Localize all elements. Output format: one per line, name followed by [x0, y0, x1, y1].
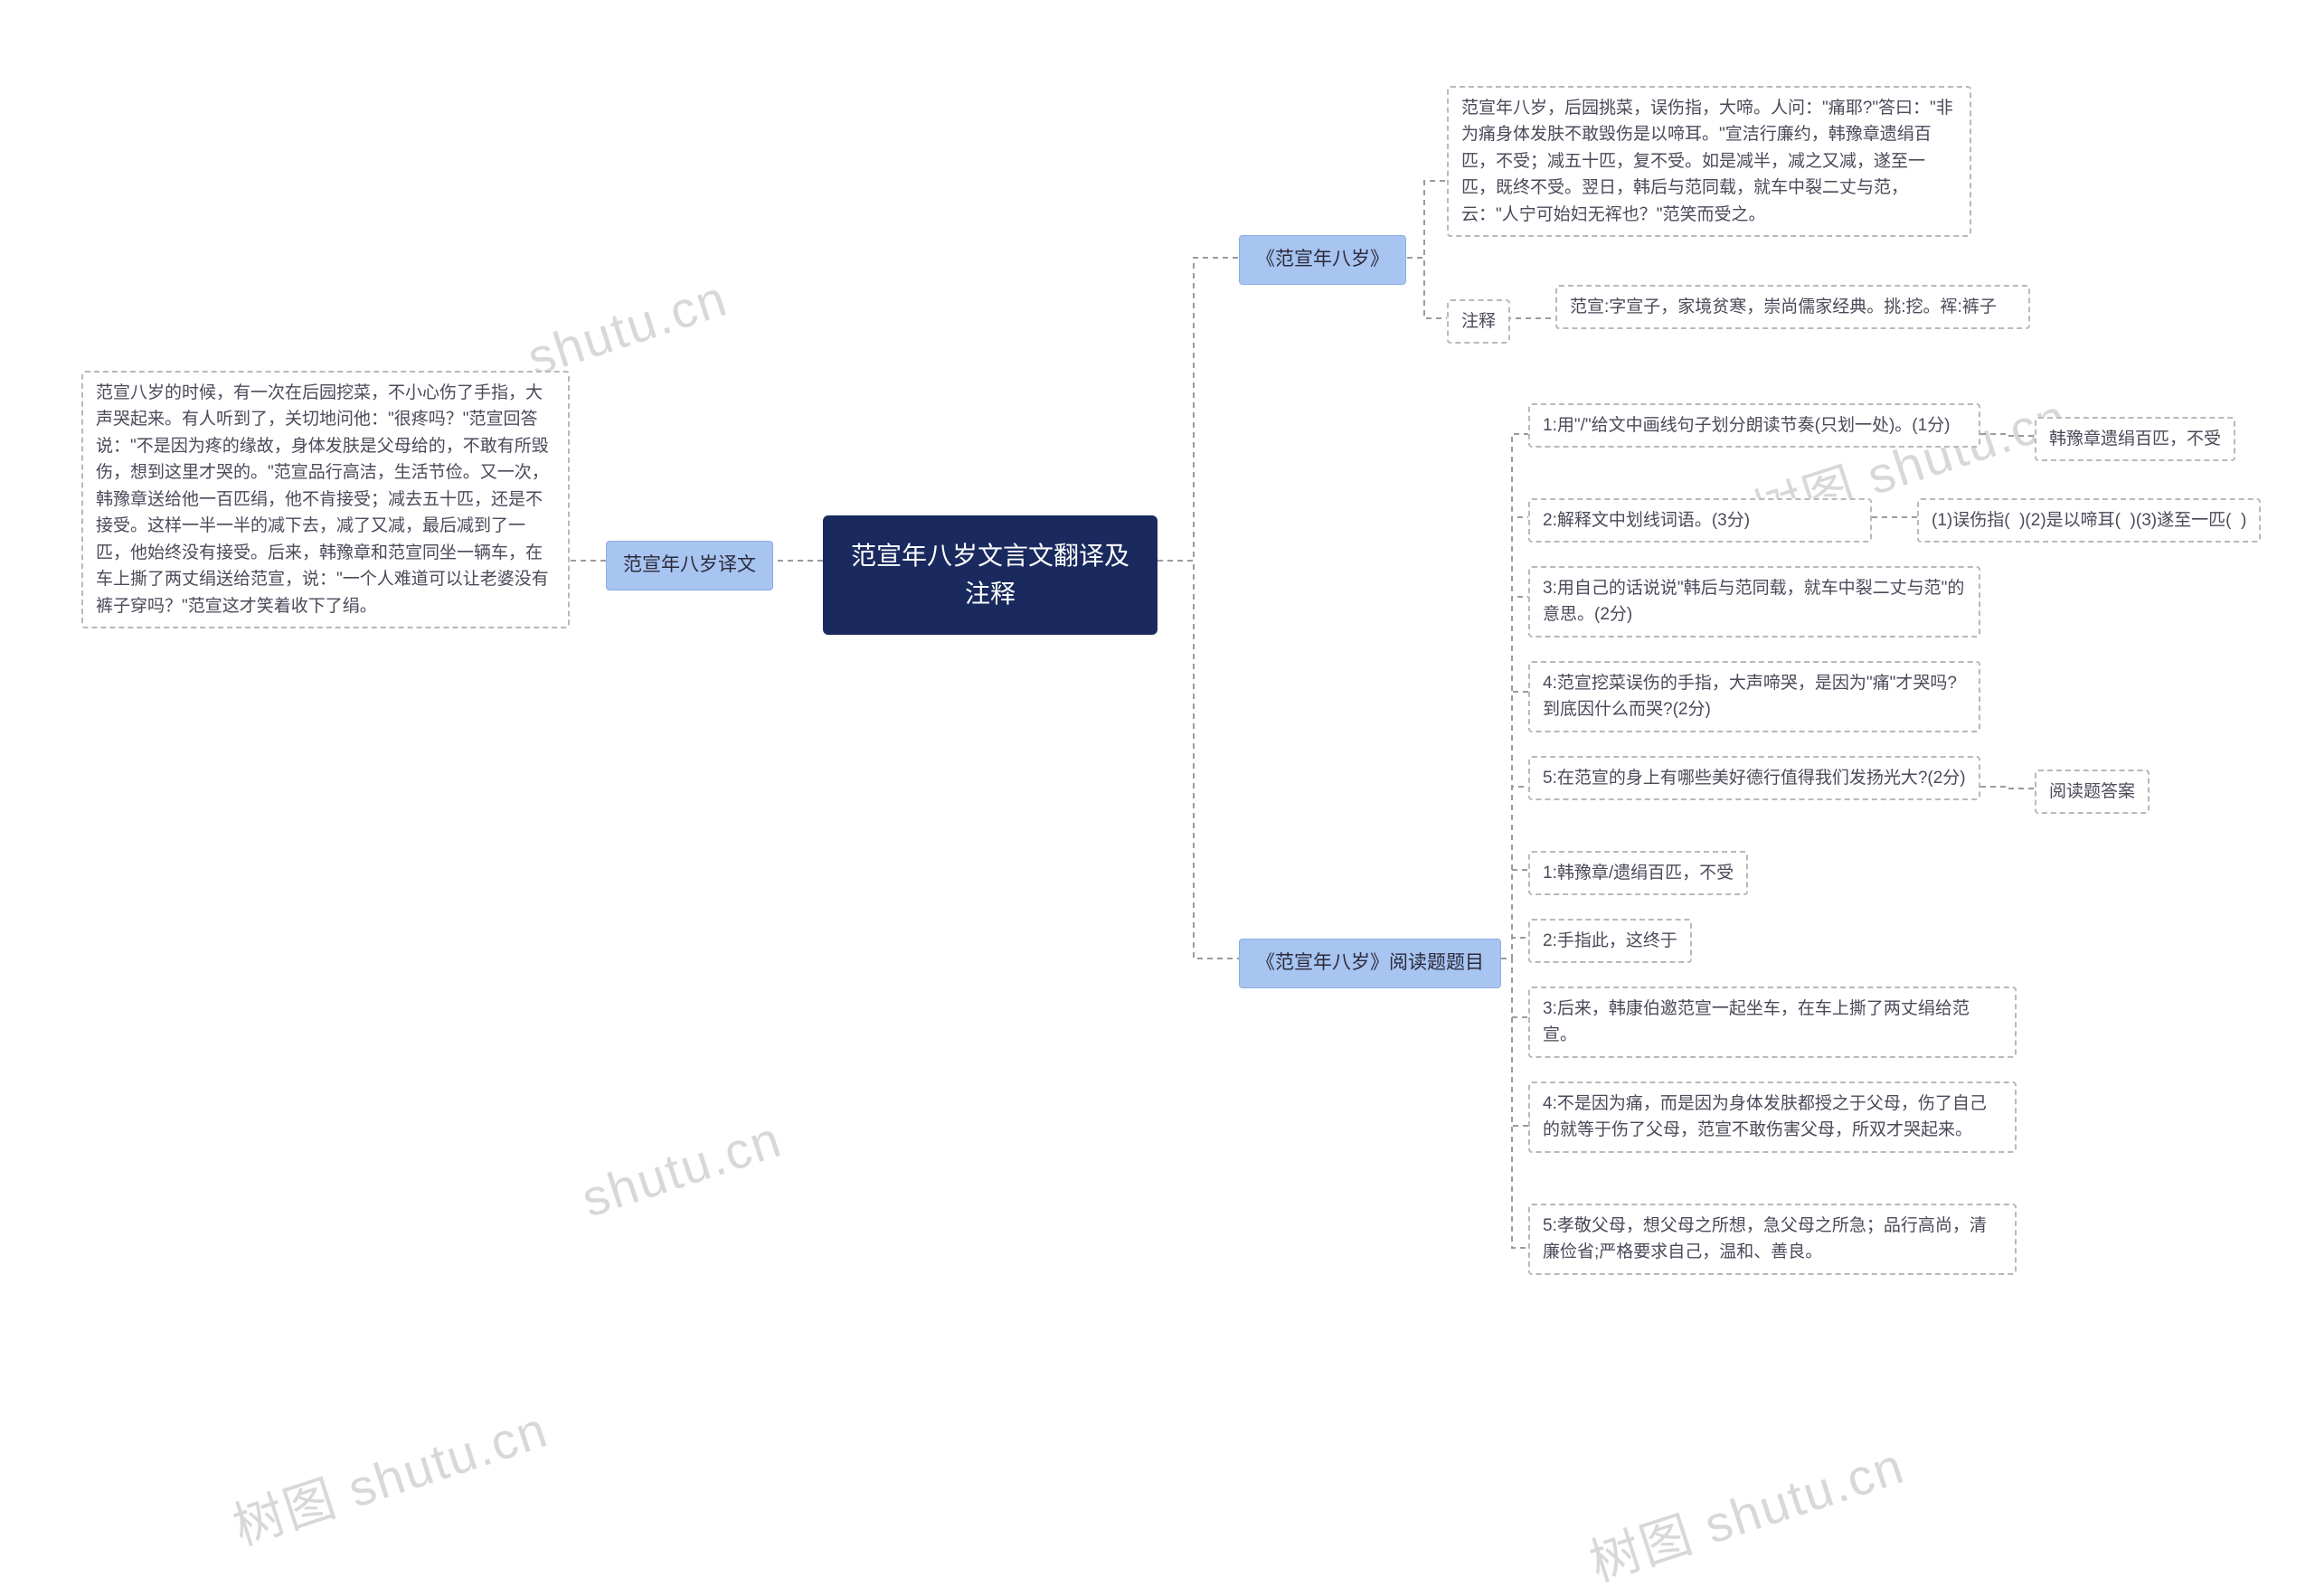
section1-label: 《范宣年八岁》: [1239, 235, 1406, 285]
q3: 3:用自己的话说说"韩后与范同载，就车中裂二丈与范"的意思。(2分): [1528, 566, 1980, 637]
notes-label: 注释: [1447, 299, 1510, 344]
notes-text: 范宣:字宣子，家境贫寒，崇尚儒家经典。挑:挖。裈:裤子: [1555, 285, 2030, 329]
translation-text: 范宣八岁的时候，有一次在后园挖菜，不小心伤了手指，大声哭起来。有人听到了，关切地…: [81, 371, 570, 628]
q2-ans: (1)误伤指( )(2)是以啼耳( )(3)遂至一匹( ): [1917, 498, 2261, 543]
q4: 4:范宣挖菜误伤的手指，大声啼哭，是因为"痛"才哭吗?到底因什么而哭?(2分): [1528, 661, 1980, 732]
a4: 4:不是因为痛，而是因为身体发肤都授之于父母，伤了自己的就等于伤了父母，范宣不敢…: [1528, 1081, 2017, 1153]
q1-ans: 韩豫章遗绢百匹，不受: [2035, 417, 2235, 461]
q2: 2:解释文中划线词语。(3分): [1528, 498, 1872, 543]
a5: 5:孝敬父母，想父母之所想，急父母之所急；品行高尚，清廉俭省;严格要求自己，温和…: [1528, 1204, 2017, 1275]
q1: 1:用"/"给文中画线句子划分朗读节奏(只划一处)。(1分): [1528, 403, 1980, 448]
a3: 3:后来，韩康伯邀范宣一起坐车，在车上撕了两丈绢给范宣。: [1528, 987, 2017, 1058]
section2-label: 《范宣年八岁》阅读题题目: [1239, 939, 1501, 988]
q5: 5:在范宣的身上有哪些美好德行值得我们发扬光大?(2分): [1528, 756, 1980, 800]
a2: 2:手指此，这终于: [1528, 919, 1692, 963]
q5-ans: 阅读题答案: [2035, 770, 2150, 814]
a1: 1:韩豫章/遗绢百匹，不受: [1528, 851, 1748, 895]
root-node: 范宣年八岁文言文翻译及 注释: [823, 515, 1158, 635]
section1-text: 范宣年八岁，后园挑菜，误伤指，大啼。人问："痛耶?"答曰："非为痛身体发肤不敢毁…: [1447, 86, 1971, 237]
translation-label: 范宣年八岁译文: [606, 541, 773, 590]
